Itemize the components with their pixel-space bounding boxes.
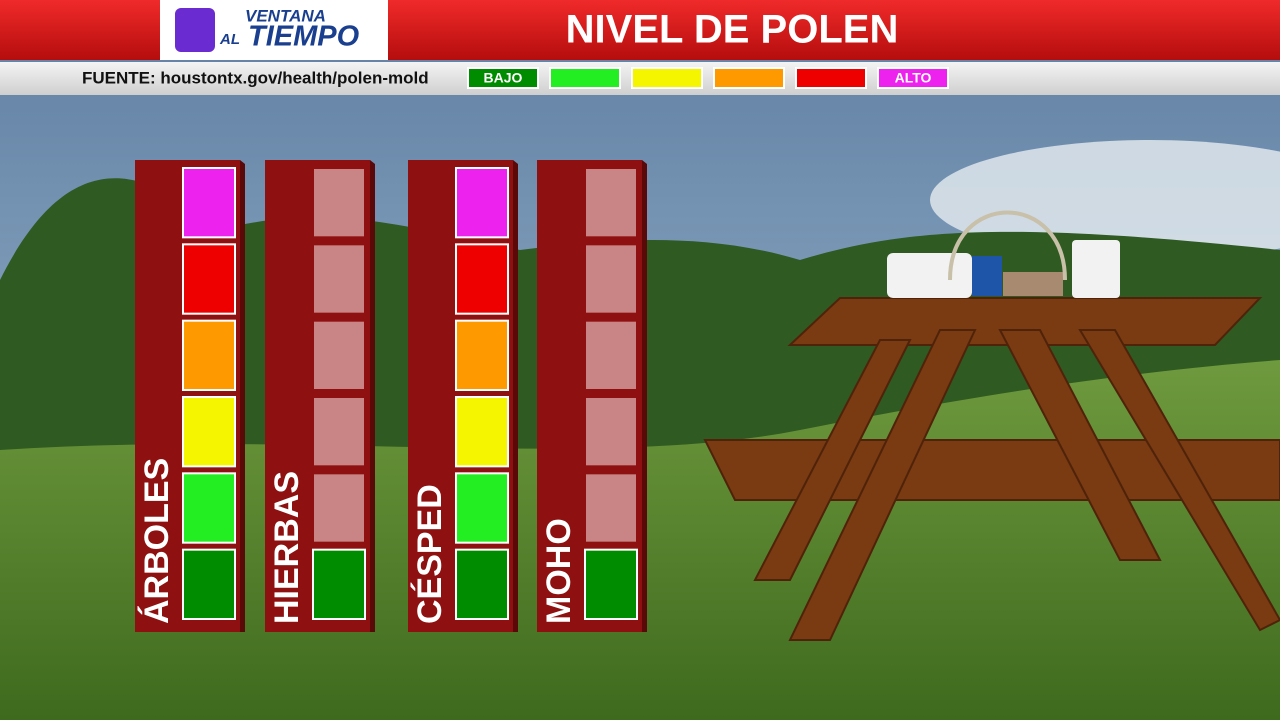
level-box bbox=[182, 167, 236, 239]
column-side bbox=[240, 160, 245, 632]
title: NIVEL DE POLEN bbox=[566, 8, 899, 52]
level-box-empty bbox=[312, 319, 366, 391]
legend-swatch bbox=[467, 67, 539, 89]
legend-swatch bbox=[549, 67, 621, 89]
level-box-empty bbox=[312, 472, 366, 544]
level-box bbox=[455, 319, 509, 391]
level-box bbox=[455, 243, 509, 315]
brand-main: TIEMPO bbox=[248, 21, 360, 53]
paper-towel bbox=[1072, 240, 1120, 298]
cup bbox=[972, 256, 1002, 296]
level-box bbox=[455, 396, 509, 468]
legend-swatch bbox=[877, 67, 949, 89]
source: FUENTE: houstontx.gov/health/polen-mold bbox=[82, 68, 429, 87]
level-box bbox=[182, 472, 236, 544]
legend-label: ALTO bbox=[895, 70, 932, 86]
logo-panel bbox=[160, 0, 388, 60]
level-box bbox=[182, 243, 236, 315]
brand-left: AL bbox=[219, 31, 240, 48]
column-label: ÁRBOLES bbox=[138, 458, 176, 624]
level-box-empty bbox=[312, 396, 366, 468]
column-label: MOHO bbox=[540, 518, 578, 624]
cloud bbox=[930, 140, 1280, 260]
legend: BAJO ALTO bbox=[467, 67, 949, 89]
brand-top: VENTANA bbox=[245, 6, 326, 25]
basket-handle bbox=[948, 210, 1067, 281]
picnic-table bbox=[703, 297, 1280, 641]
logo-mark bbox=[175, 8, 215, 52]
columns: ÁRBOLES HIERBAS CÉSPED MOHO bbox=[135, 160, 647, 632]
level-box-empty bbox=[312, 243, 366, 315]
legend-swatch bbox=[795, 67, 867, 89]
flower-pot bbox=[1003, 272, 1063, 296]
level-box-empty bbox=[584, 319, 638, 391]
level-box-empty bbox=[312, 167, 366, 239]
level-box bbox=[182, 396, 236, 468]
level-box-empty bbox=[584, 396, 638, 468]
column-side bbox=[370, 160, 375, 632]
level-box-empty bbox=[584, 167, 638, 239]
level-box bbox=[455, 472, 509, 544]
legend-label: BAJO bbox=[484, 70, 523, 86]
legend-swatch bbox=[713, 67, 785, 89]
legend-swatch bbox=[631, 67, 703, 89]
level-box bbox=[182, 319, 236, 391]
level-box bbox=[455, 167, 509, 239]
level-box bbox=[182, 548, 236, 621]
level-box bbox=[312, 548, 366, 621]
column-label: CÉSPED bbox=[411, 484, 449, 624]
level-box-empty bbox=[584, 472, 638, 544]
level-box-empty bbox=[584, 243, 638, 315]
column-side bbox=[642, 160, 647, 632]
paper-towel bbox=[887, 253, 972, 298]
level-box bbox=[584, 548, 638, 621]
column-label: HIERBAS bbox=[268, 471, 306, 624]
level-box bbox=[455, 548, 509, 621]
column-side bbox=[513, 160, 518, 632]
